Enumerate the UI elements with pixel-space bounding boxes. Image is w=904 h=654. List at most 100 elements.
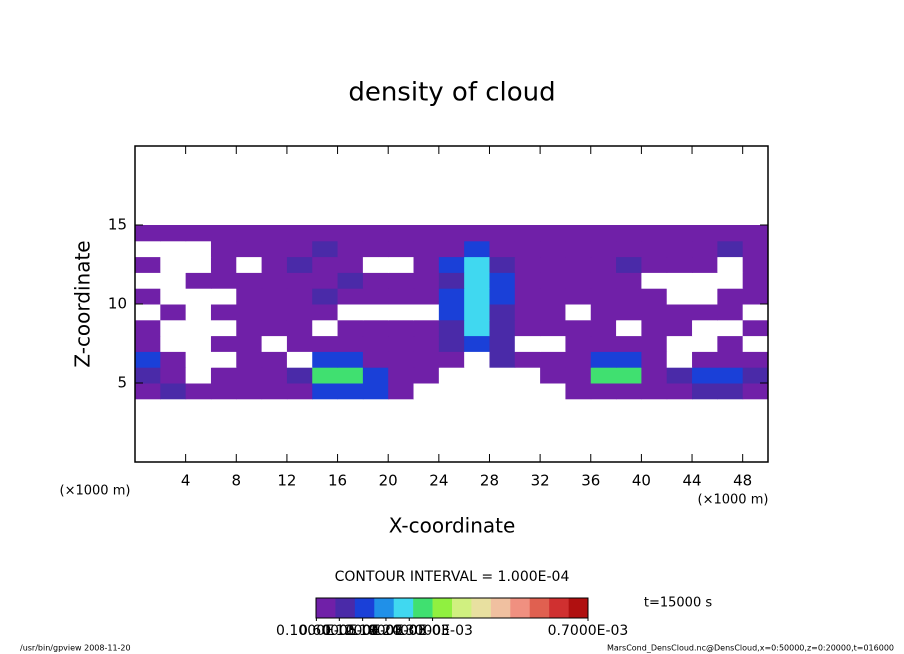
cell: [438, 272, 465, 289]
colorbar-cell: [316, 598, 336, 618]
cell: [236, 319, 263, 337]
cell: [438, 351, 465, 368]
cell: [641, 225, 668, 242]
cell: [742, 319, 769, 337]
cell: [616, 319, 642, 337]
cell: [616, 335, 642, 352]
cell: [514, 383, 541, 400]
cell: [312, 351, 339, 368]
cell: [590, 225, 617, 242]
cell: [388, 240, 415, 258]
colorbar-tick-label: 0.1800E-03: [346, 623, 427, 639]
cell: [514, 335, 541, 352]
cell: [590, 335, 617, 352]
cell: [236, 240, 263, 258]
cell: [666, 383, 693, 400]
cell: [742, 272, 769, 289]
cell: [286, 351, 313, 368]
cell: [210, 351, 237, 368]
cell: [717, 335, 744, 352]
cell: [464, 288, 490, 305]
colorbar-cell: [432, 598, 453, 618]
cell: [692, 367, 718, 384]
cell: [135, 225, 161, 242]
cell: [362, 225, 389, 242]
cell: [388, 367, 415, 384]
cell: [590, 304, 617, 321]
cell: [616, 272, 642, 289]
cell: [438, 225, 465, 242]
cell: [438, 288, 465, 305]
cell: [692, 319, 718, 337]
cell: [616, 240, 642, 258]
cell: [185, 272, 212, 289]
cell: [160, 304, 187, 321]
cell: [286, 256, 313, 273]
cell: [185, 288, 212, 305]
cell: [261, 335, 288, 352]
cell: [210, 304, 237, 321]
x-tick-label: 20: [379, 472, 398, 490]
cell: [666, 272, 693, 289]
colorbar-cell: [510, 598, 531, 618]
cell: [514, 240, 541, 258]
cell: [337, 240, 364, 258]
cell: [261, 367, 288, 384]
cell: [489, 256, 516, 273]
x-tick-label: 40: [632, 472, 651, 490]
cell: [286, 288, 313, 305]
cell: [438, 304, 465, 321]
cell: [261, 383, 288, 400]
cell: [135, 288, 161, 305]
cell: [540, 319, 566, 337]
cell: [362, 335, 389, 352]
cell: [185, 225, 212, 242]
cell: [135, 335, 161, 352]
cell: [160, 319, 187, 337]
cell: [413, 225, 440, 242]
cell: [160, 272, 187, 289]
cell: [666, 367, 693, 384]
cell: [565, 335, 592, 352]
cell: [388, 335, 415, 352]
cell: [261, 240, 288, 258]
cell: [388, 319, 415, 337]
cell: [236, 383, 263, 400]
colorbar-cell: [452, 598, 472, 618]
cell: [692, 335, 718, 352]
cell: [438, 383, 465, 400]
cell: [464, 304, 490, 321]
cell: [261, 288, 288, 305]
cell: [286, 240, 313, 258]
cell: [489, 367, 516, 384]
cell: [692, 351, 718, 368]
cell: [590, 351, 617, 368]
cell: [742, 304, 769, 321]
colorbar-tick-label: 0.7000E-03: [548, 623, 629, 639]
cell: [641, 335, 668, 352]
cell: [641, 319, 668, 337]
cell: [160, 351, 187, 368]
cell: [540, 335, 566, 352]
cell: [388, 383, 415, 400]
x-tick-label: 24: [429, 472, 448, 490]
cell: [742, 351, 769, 368]
contour-interval: CONTOUR INTERVAL = 1.000E-04: [335, 569, 570, 585]
cell: [717, 256, 744, 273]
cell: [590, 319, 617, 337]
cell: [160, 288, 187, 305]
cell: [666, 304, 693, 321]
cell: [489, 351, 516, 368]
cell: [540, 367, 566, 384]
chart-title: density of cloud: [348, 78, 555, 108]
cell: [312, 225, 339, 242]
cell: [337, 319, 364, 337]
cell: [337, 225, 364, 242]
cell: [692, 240, 718, 258]
cell: [185, 304, 212, 321]
cell: [438, 240, 465, 258]
cell: [692, 383, 718, 400]
cell: [135, 240, 161, 258]
x-axis-label: X-coordinate: [389, 514, 516, 538]
